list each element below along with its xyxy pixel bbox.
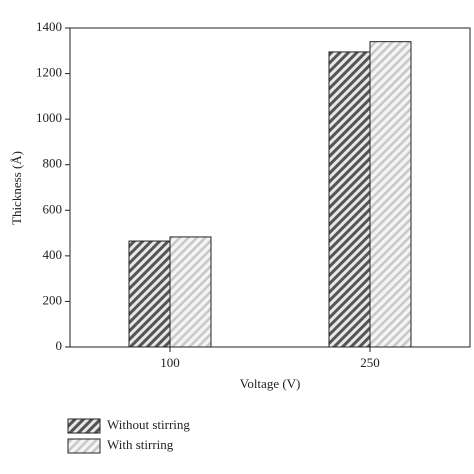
y-tick-label: 1200 (36, 65, 62, 80)
y-tick-label: 600 (43, 201, 63, 216)
legend-swatch (67, 418, 101, 434)
bar (369, 41, 412, 348)
bar (169, 236, 212, 348)
legend-label: With stirring (107, 437, 174, 452)
y-tick-label: 400 (43, 247, 63, 262)
y-tick-label: 0 (56, 338, 63, 353)
plot-frame (69, 27, 471, 348)
y-tick-label: 800 (43, 156, 63, 171)
y-tick-label: 1000 (36, 110, 62, 125)
x-tick-label: 250 (360, 355, 380, 370)
x-tick-label: 100 (160, 355, 180, 370)
y-axis-label: Thickness (Å) (9, 151, 24, 225)
legend-swatch (67, 438, 101, 454)
legend-label: Without stirring (107, 417, 190, 432)
bar (328, 51, 371, 348)
bar (128, 240, 171, 348)
y-tick-label: 1400 (36, 19, 62, 34)
x-axis-label: Voltage (V) (240, 376, 301, 391)
y-tick-label: 200 (43, 292, 63, 307)
